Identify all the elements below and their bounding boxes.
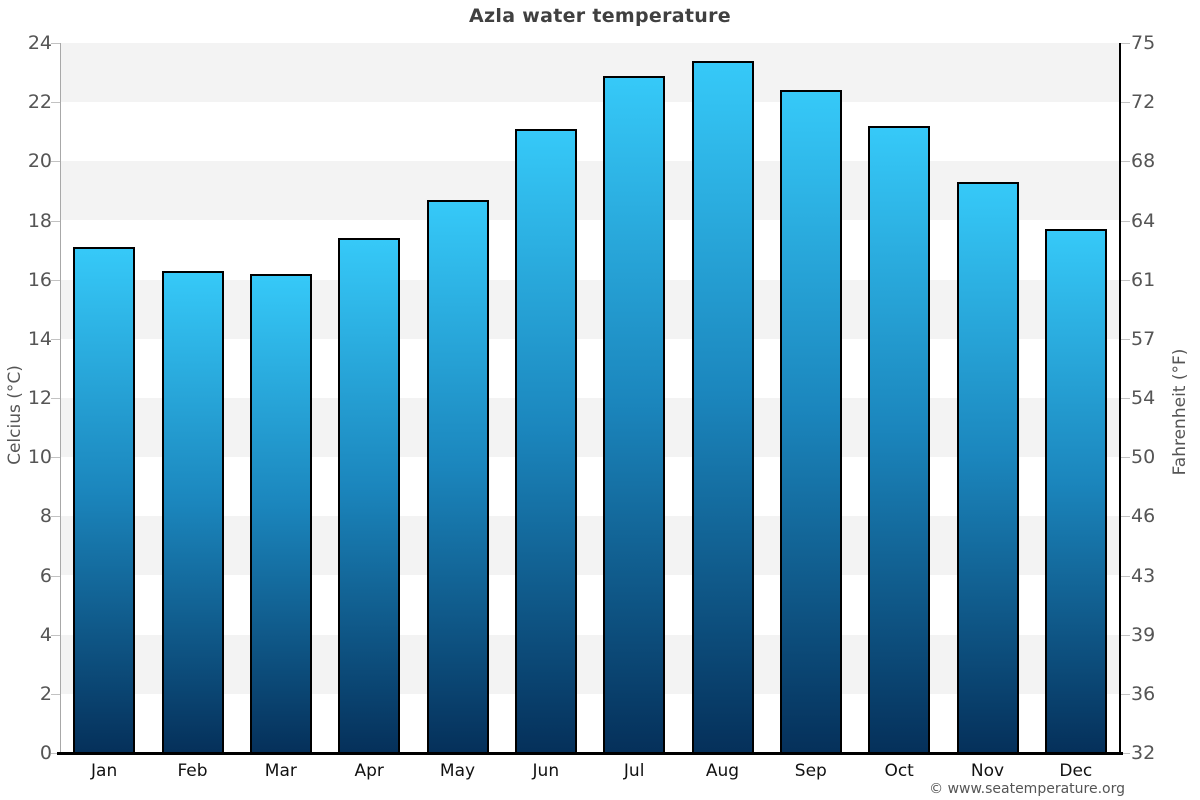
tick-mark — [1121, 161, 1130, 163]
fahrenheit-tick-label: 50 — [1131, 446, 1156, 469]
plot-band — [61, 338, 1120, 398]
fahrenheit-tick-label: 72 — [1131, 91, 1156, 114]
bar-oct — [868, 125, 931, 753]
plot-band — [61, 575, 1120, 635]
fahrenheit-tick-label: 43 — [1131, 564, 1156, 587]
plot-band — [61, 457, 1120, 517]
tick-mark — [51, 693, 60, 695]
plot-band — [61, 398, 1120, 458]
plot-band — [61, 279, 1120, 339]
tick-mark — [1121, 279, 1130, 281]
bar-jul — [603, 75, 666, 753]
fahrenheit-tick-label: 75 — [1131, 32, 1156, 54]
plot-band — [61, 634, 1120, 694]
fahrenheit-tick-label: 54 — [1131, 387, 1156, 409]
month-label-oct: Oct — [884, 761, 914, 781]
celsius-tick-label: 2 — [39, 682, 52, 705]
tick-mark — [51, 43, 60, 44]
fahrenheit-tick-label: 64 — [1131, 209, 1156, 232]
y-axis-label-fahrenheit: Fahrenheit (°F) — [1170, 348, 1190, 476]
month-label-jul: Jul — [623, 761, 645, 781]
celsius-tick-label: 0 — [39, 742, 52, 764]
bar-may — [426, 199, 489, 753]
tick-mark — [51, 575, 60, 577]
tick-mark — [51, 457, 60, 459]
fahrenheit-tick-label: 36 — [1131, 682, 1156, 705]
fahrenheit-tick-label: 57 — [1131, 327, 1156, 350]
bar-jun — [514, 128, 577, 753]
tick-mark — [1121, 102, 1130, 104]
tick-mark — [51, 516, 60, 518]
tick-mark — [1121, 575, 1130, 577]
tick-mark — [51, 161, 60, 163]
bar-aug — [691, 60, 754, 753]
right-axis-line — [1119, 43, 1121, 754]
month-label-dec: Dec — [1059, 761, 1093, 781]
tick-mark — [1121, 457, 1130, 459]
bar-jan — [73, 247, 136, 753]
month-label-sep: Sep — [794, 761, 827, 781]
x-axis-line — [57, 752, 1123, 755]
copyright-text: © www.seatemperature.org — [929, 781, 1125, 797]
celsius-tick-label: 20 — [27, 150, 52, 173]
celsius-tick-label: 14 — [27, 327, 52, 350]
month-label-jun: Jun — [532, 761, 560, 781]
plot-band — [61, 516, 1120, 576]
celsius-tick-label: 6 — [39, 564, 52, 587]
month-label-aug: Aug — [705, 761, 740, 781]
celsius-tick-label: 10 — [27, 446, 52, 469]
bar-nov — [956, 182, 1019, 753]
tick-mark — [1121, 634, 1130, 636]
plot-band — [61, 161, 1120, 221]
tick-mark — [51, 338, 60, 340]
left-axis-line — [60, 43, 61, 754]
tick-mark — [51, 634, 60, 636]
celsius-tick-label: 8 — [39, 505, 52, 528]
month-label-mar: Mar — [264, 761, 297, 781]
celsius-tick-label: 24 — [27, 32, 52, 54]
bar-sep — [779, 90, 842, 753]
celsius-tick-label: 4 — [39, 623, 52, 646]
bar-feb — [161, 270, 224, 753]
fahrenheit-tick-label: 46 — [1131, 505, 1156, 528]
plot-band — [61, 43, 1120, 103]
tick-mark — [51, 102, 60, 104]
tick-mark — [1121, 220, 1130, 222]
tick-mark — [51, 753, 60, 754]
celsius-tick-label: 16 — [27, 268, 52, 291]
month-label-apr: Apr — [354, 761, 384, 781]
tick-mark — [51, 220, 60, 222]
tick-mark — [51, 398, 60, 399]
chart-title: Azla water temperature — [469, 5, 731, 27]
plot-band — [61, 693, 1120, 753]
fahrenheit-tick-label: 39 — [1131, 623, 1156, 646]
fahrenheit-tick-label: 68 — [1131, 150, 1156, 173]
plot-band — [61, 220, 1120, 280]
bar-dec — [1044, 229, 1107, 753]
tick-mark — [1121, 338, 1130, 340]
tick-mark — [1121, 753, 1130, 754]
tick-mark — [1121, 43, 1130, 44]
fahrenheit-tick-label: 32 — [1131, 742, 1156, 764]
plot-band — [61, 102, 1120, 162]
month-label-jan: Jan — [91, 761, 118, 781]
month-label-may: May — [439, 761, 476, 781]
month-label-feb: Feb — [177, 761, 208, 781]
bar-apr — [338, 238, 401, 753]
celsius-tick-label: 18 — [27, 209, 52, 232]
month-label-nov: Nov — [970, 761, 1005, 781]
tick-mark — [1121, 398, 1130, 399]
tick-mark — [1121, 693, 1130, 695]
tick-mark — [51, 279, 60, 281]
tick-mark — [1121, 516, 1130, 518]
bar-mar — [249, 273, 312, 753]
fahrenheit-tick-label: 61 — [1131, 268, 1156, 291]
celsius-tick-label: 12 — [27, 387, 52, 409]
celsius-tick-label: 22 — [27, 91, 52, 114]
